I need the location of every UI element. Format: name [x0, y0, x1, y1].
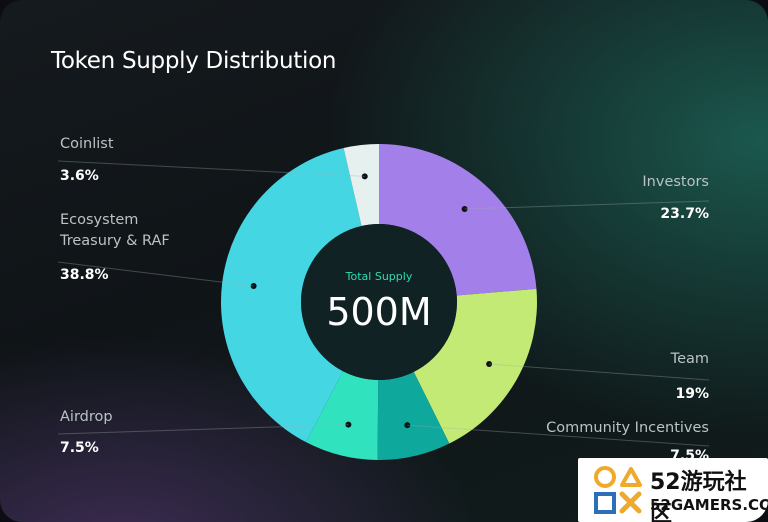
slice-ecosystem-treasury-and-raf [221, 148, 362, 443]
leader-line-community-incentives [407, 424, 710, 447]
slice-value-ecosystem-treasury-and-raf: 38.8% [60, 267, 109, 283]
slice-name-ecosystem-treasury-and-raf: Ecosystem Treasury & RAF [59, 212, 170, 249]
slice-dot-team [486, 361, 493, 368]
leader-lines [57, 160, 710, 447]
slice-coinlist [343, 144, 379, 226]
slice-value-coinlist: 3.6% [60, 168, 99, 184]
leader-line-ecosystem-treasury-and-raf [57, 261, 254, 287]
slice-dot-airdrop [345, 421, 352, 428]
slice-dot-ecosystem-treasury-and-raf [250, 282, 257, 289]
slice-name-airdrop: Airdrop [60, 409, 113, 425]
donut-slices [221, 144, 537, 460]
leader-line-investors [464, 200, 710, 210]
slice-airdrop [306, 371, 379, 460]
leader-line-airdrop [57, 424, 349, 435]
slice-name-community-incentives: Community Incentives [546, 420, 709, 436]
gamepad-buttons-icon [594, 466, 642, 514]
watermark-title: 52游玩社区 [650, 470, 747, 522]
center-label: Total Supply [345, 270, 413, 283]
watermark-logo: 52游玩社区 52GAMERS.COM [578, 458, 768, 522]
slice-value-airdrop: 7.5% [60, 440, 99, 456]
leader-line-team [489, 363, 710, 381]
slice-name-team: Team [670, 351, 709, 367]
donut-hole [301, 224, 457, 380]
watermark-subtitle: 52GAMERS.COM [650, 496, 768, 514]
slice-value-team: 19% [675, 386, 709, 402]
chart-title: Token Supply Distribution [51, 48, 337, 74]
slice-team [413, 288, 537, 444]
slice-name-coinlist: Coinlist [60, 136, 114, 152]
slice-name-investors: Investors [642, 174, 709, 190]
center-value: 500M [326, 290, 431, 334]
leader-line-coinlist [57, 160, 365, 177]
slice-community-incentives [377, 371, 450, 460]
slice-value-investors: 23.7% [660, 206, 709, 222]
slice-dot-coinlist [361, 173, 368, 180]
slice-dot-investors [461, 205, 468, 212]
slice-investors [379, 144, 537, 296]
slice-dot-community-incentives [404, 422, 411, 429]
